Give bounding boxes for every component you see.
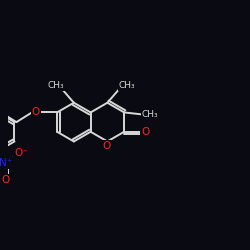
Text: O: O [141,127,150,137]
Text: N⁺: N⁺ [0,158,12,168]
Text: O: O [102,141,110,151]
Text: O: O [1,175,10,185]
Text: CH₃: CH₃ [47,81,64,90]
Text: O⁻: O⁻ [14,148,28,158]
Text: O: O [32,108,40,118]
Text: CH₃: CH₃ [142,110,158,119]
Text: CH₃: CH₃ [118,81,135,90]
